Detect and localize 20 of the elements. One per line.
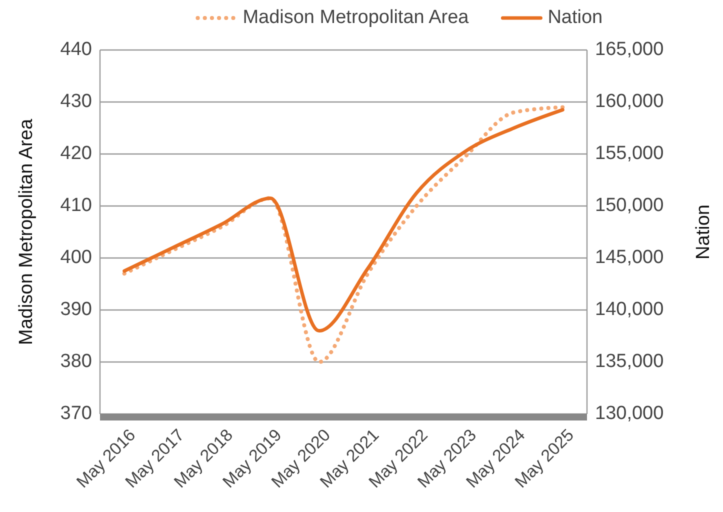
y2-tick-label: 160,000 <box>595 91 664 112</box>
y2-tick-label: 140,000 <box>595 299 664 320</box>
y-tick-label: 380 <box>60 351 92 372</box>
y2-tick-label: 165,000 <box>595 39 664 60</box>
y-tick-label: 400 <box>60 247 92 268</box>
y-tick-label: 440 <box>60 39 92 60</box>
legend-label: Madison Metropolitan Area <box>242 7 470 28</box>
y2-tick-label: 130,000 <box>595 403 664 424</box>
y-tick-label: 390 <box>60 299 92 320</box>
y-axis-title: Madison Metropolitan Area <box>16 118 37 346</box>
y2-tick-label: 155,000 <box>595 143 664 164</box>
y2-tick-label: 145,000 <box>595 247 664 268</box>
y-tick-label: 370 <box>60 403 92 424</box>
y2-tick-label: 150,000 <box>595 195 664 216</box>
legend-label: Nation <box>548 7 603 28</box>
y-tick-label: 410 <box>60 195 92 216</box>
y-tick-label: 430 <box>60 91 92 112</box>
y2-tick-label: 135,000 <box>595 351 664 372</box>
y-tick-label: 420 <box>60 143 92 164</box>
y2-axis-title: Nation <box>693 204 714 260</box>
